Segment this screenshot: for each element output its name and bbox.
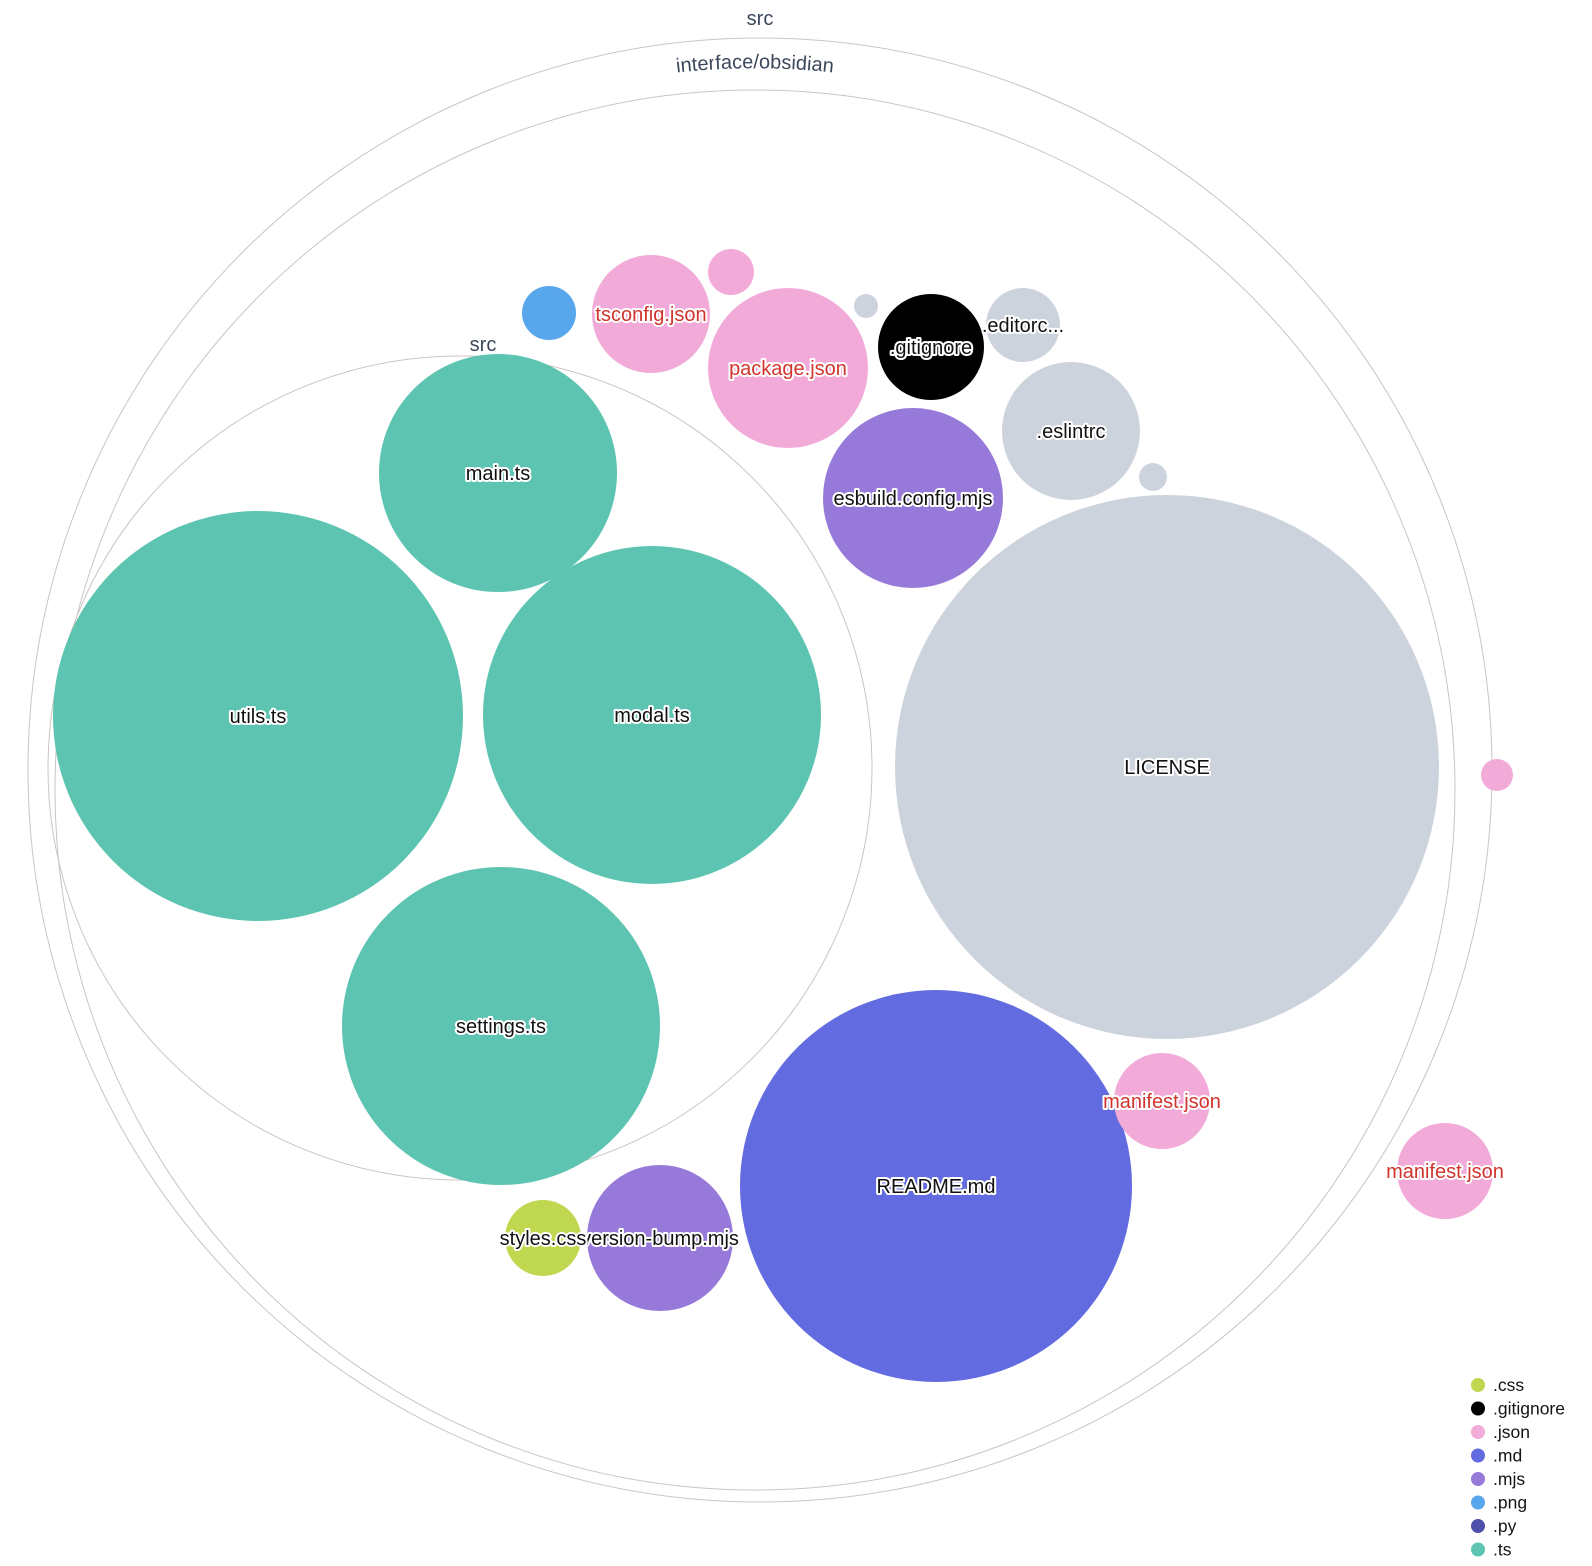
directory-circle xyxy=(54,89,1456,1491)
file-label: README.md xyxy=(877,1176,996,1198)
directory-label-text: interface/obsidian xyxy=(673,49,837,79)
file-bubble xyxy=(854,294,878,318)
file-bubble xyxy=(1114,1053,1210,1149)
file-bubble xyxy=(53,511,463,921)
legend-dot-mjs xyxy=(1471,1472,1485,1486)
file-bubble xyxy=(483,546,821,884)
file-bubble xyxy=(522,286,576,340)
legend-dot-ts xyxy=(1471,1542,1485,1557)
file-label: utils.ts xyxy=(230,706,287,728)
file-bubble xyxy=(379,354,617,592)
file-bubble xyxy=(708,249,754,295)
file-bubble xyxy=(708,288,868,448)
directory-label: src xyxy=(470,334,497,356)
legend-label: .py xyxy=(1493,1516,1517,1536)
directory-label: src xyxy=(747,8,774,30)
file-label: tsconfig.json xyxy=(595,304,706,326)
legend-label: .png xyxy=(1493,1493,1527,1513)
file-bubble xyxy=(1002,362,1140,500)
file-label: LICENSE xyxy=(1124,757,1210,779)
directory-circle xyxy=(47,355,873,1181)
file-label: styles.css xyxy=(500,1228,587,1250)
legend-label: .gitignore xyxy=(1493,1399,1565,1419)
file-bubble xyxy=(1139,463,1167,491)
file-bubble xyxy=(740,990,1132,1382)
file-label: .gitignore xyxy=(890,337,972,359)
directory-label: interface/obsidian xyxy=(675,51,835,77)
file-bubble xyxy=(895,495,1439,1039)
file-bubble xyxy=(823,408,1003,588)
file-label: modal.ts xyxy=(614,705,690,727)
legend-dot-png xyxy=(1471,1495,1485,1510)
file-bubble xyxy=(1481,759,1513,791)
legend-dot-py xyxy=(1471,1519,1485,1533)
file-bubble xyxy=(505,1200,581,1276)
legend-dot-gitignore xyxy=(1471,1401,1485,1416)
legend-label: .mjs xyxy=(1493,1469,1525,1489)
file-label: manifest.json xyxy=(1386,1161,1504,1183)
file-bubble xyxy=(587,1165,733,1311)
file-label: main.ts xyxy=(466,463,530,485)
file-label: package.json xyxy=(729,358,847,380)
legend-label: .json xyxy=(1493,1422,1530,1442)
legend-dot-css xyxy=(1471,1378,1485,1392)
file-bubble xyxy=(878,294,984,400)
legend-label: .md xyxy=(1493,1446,1522,1466)
file-label: settings.ts xyxy=(456,1016,546,1038)
file-bubble xyxy=(592,255,710,373)
file-label: .editorc... xyxy=(982,315,1064,337)
legend-dot-md xyxy=(1471,1448,1485,1463)
legend-label: .css xyxy=(1493,1375,1524,1395)
file-label: esbuild.config.mjs xyxy=(834,488,993,510)
file-bubble xyxy=(1397,1123,1493,1219)
file-label: manifest.json xyxy=(1103,1091,1221,1113)
file-label: .eslintrc xyxy=(1037,421,1106,443)
legend-dot-json xyxy=(1471,1425,1485,1439)
legend-label: .ts xyxy=(1493,1540,1512,1560)
file-bubble xyxy=(342,867,660,1185)
file-label: version-bump.mjs xyxy=(581,1228,739,1250)
file-bubble xyxy=(986,288,1060,362)
